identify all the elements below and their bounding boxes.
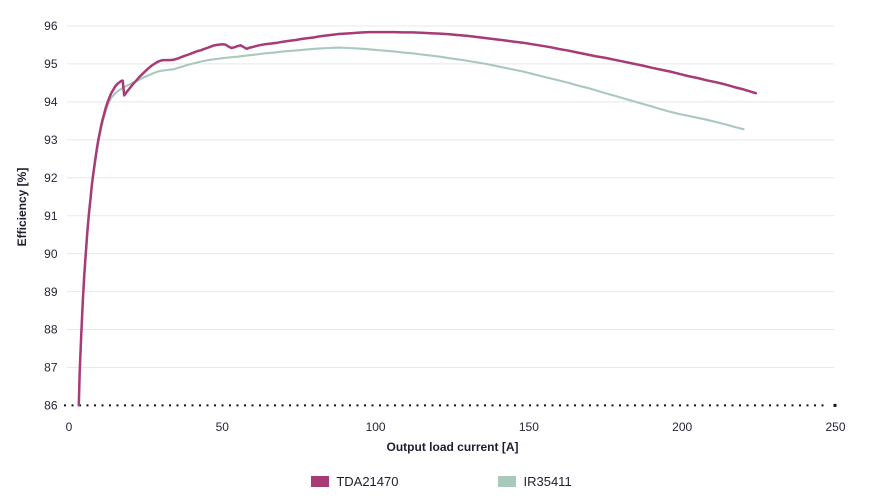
x-tick-label: 100	[366, 420, 386, 434]
legend-item-tda21470: TDA21470	[311, 474, 398, 489]
x-tick-label: 250	[825, 420, 845, 434]
series-line-IR35411	[77, 46, 745, 407]
y-tick-label: 93	[44, 133, 58, 147]
x-axis-title: Output load current [A]	[386, 440, 519, 454]
y-tick-label: 86	[44, 399, 58, 413]
chart-legend: TDA21470 IR35411	[0, 474, 883, 489]
legend-label-tda21470: TDA21470	[336, 474, 399, 489]
x-tick-label: 200	[672, 420, 692, 434]
legend-swatch-ir35411-icon	[498, 476, 517, 487]
legend-label-ir35411: IR35411	[523, 474, 572, 489]
y-tick-label: 96	[44, 19, 58, 33]
y-tick-label: 87	[44, 361, 58, 375]
legend-item-ir35411: IR35411	[498, 474, 572, 489]
legend-swatch-tda21470-icon	[311, 476, 330, 487]
y-tick-label: 91	[44, 209, 58, 223]
y-tick-label: 92	[44, 171, 58, 185]
x-tick-label: 0	[66, 420, 73, 434]
y-tick-label: 90	[44, 247, 58, 261]
x-axis-baseline-end-dot	[833, 403, 837, 407]
y-tick-label: 95	[44, 57, 58, 71]
x-tick-label: 150	[519, 420, 539, 434]
series-line-TDA21470	[77, 30, 758, 407]
y-tick-label: 88	[44, 323, 58, 337]
x-tick-label: 50	[216, 420, 230, 434]
y-tick-label: 94	[44, 95, 58, 109]
y-tick-label: 89	[44, 285, 58, 299]
y-axis-title: Efficiency [%]	[15, 167, 29, 247]
